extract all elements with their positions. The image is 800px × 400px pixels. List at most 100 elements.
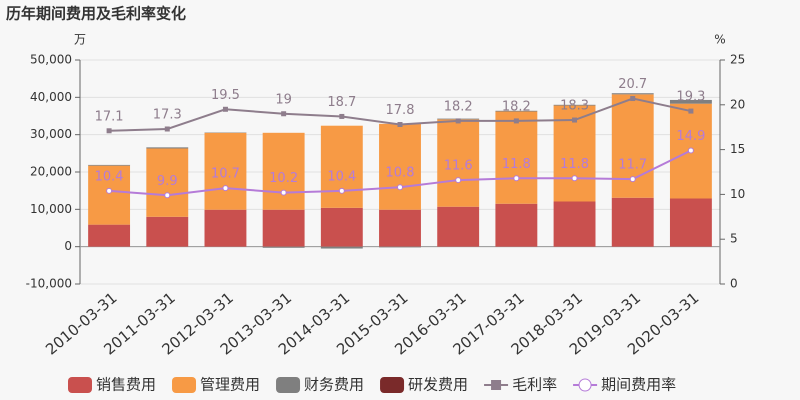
value-label: 18.2 bbox=[502, 99, 531, 114]
bar-segment bbox=[262, 209, 305, 247]
value-label: 17.3 bbox=[153, 107, 182, 122]
legend-swatch bbox=[276, 377, 301, 393]
point bbox=[572, 117, 578, 123]
bar-segment bbox=[146, 216, 189, 247]
value-label: 10.8 bbox=[386, 166, 415, 181]
legend-swatch bbox=[68, 377, 92, 393]
y-tick-label: -10,000 bbox=[26, 277, 72, 291]
bar-segment bbox=[553, 201, 596, 247]
value-label: 11.6 bbox=[444, 159, 473, 174]
bar-segment bbox=[88, 224, 131, 247]
point bbox=[106, 128, 112, 134]
value-label: 18.3 bbox=[560, 99, 589, 114]
value-label: 17.8 bbox=[386, 103, 415, 118]
bar-segment bbox=[320, 207, 363, 247]
bar-segment bbox=[437, 206, 480, 247]
y-tick-label: 10,000 bbox=[30, 202, 72, 216]
point bbox=[338, 187, 345, 194]
y2-tick-label: 5 bbox=[730, 232, 738, 246]
bar-segment bbox=[379, 209, 421, 247]
value-label: 10.4 bbox=[327, 169, 356, 184]
point bbox=[164, 192, 171, 199]
point bbox=[339, 113, 345, 119]
point bbox=[397, 122, 403, 128]
point bbox=[687, 147, 694, 154]
value-label: 19.5 bbox=[211, 88, 240, 103]
bar-segment bbox=[204, 132, 247, 210]
y-axis-label: 万 bbox=[74, 33, 86, 47]
point bbox=[280, 189, 287, 196]
value-label: 14.9 bbox=[676, 129, 705, 144]
y-tick-label: 50,000 bbox=[30, 53, 72, 67]
bar-segment bbox=[146, 147, 189, 149]
y2-tick-label: 0 bbox=[730, 277, 738, 291]
value-label: 10.7 bbox=[211, 167, 240, 182]
legend-swatch bbox=[172, 377, 197, 393]
legend-label: 毛利率 bbox=[512, 376, 557, 394]
bar-segment bbox=[495, 110, 538, 112]
y-tick-label: 30,000 bbox=[30, 127, 72, 141]
value-label: 18.7 bbox=[327, 95, 356, 110]
bar-segment bbox=[669, 99, 712, 104]
point bbox=[281, 111, 287, 117]
bar-segment bbox=[611, 93, 654, 95]
bar-segment bbox=[669, 198, 712, 247]
value-label: 17.1 bbox=[95, 109, 124, 124]
bar-segment bbox=[611, 94, 654, 198]
point bbox=[630, 96, 636, 102]
bar-segment bbox=[204, 209, 247, 247]
y2-tick-label: 25 bbox=[730, 53, 745, 67]
value-label: 19 bbox=[275, 92, 292, 107]
legend-label: 研发费用 bbox=[408, 376, 468, 394]
bar-segment bbox=[437, 119, 480, 207]
point bbox=[455, 118, 461, 124]
point bbox=[513, 175, 520, 182]
y-tick-label: 20,000 bbox=[30, 165, 72, 179]
bar-segment bbox=[88, 165, 131, 225]
value-label: 11.8 bbox=[560, 157, 589, 172]
bar-segment bbox=[262, 246, 305, 248]
point bbox=[397, 184, 403, 191]
y-tick-label: 40,000 bbox=[30, 90, 72, 104]
bar-segment bbox=[379, 246, 421, 248]
legend-marker bbox=[578, 378, 592, 392]
legend-swatch bbox=[380, 377, 405, 393]
bar-segment bbox=[611, 197, 654, 247]
value-label: 18.2 bbox=[444, 99, 473, 114]
bar-segment bbox=[379, 123, 421, 210]
point bbox=[222, 185, 229, 192]
value-label: 11.8 bbox=[502, 157, 531, 172]
bar-segment bbox=[495, 203, 538, 247]
legend-label: 财务费用 bbox=[304, 376, 364, 394]
bar-segment bbox=[146, 148, 189, 217]
y2-tick-label: 15 bbox=[730, 142, 745, 156]
point bbox=[106, 187, 113, 194]
value-label: 10.4 bbox=[95, 169, 124, 184]
y2-tick-label: 10 bbox=[730, 187, 745, 201]
point bbox=[164, 126, 170, 132]
bar-segment bbox=[495, 111, 538, 204]
y2-axis-label: % bbox=[714, 33, 725, 47]
bar-segment bbox=[88, 164, 131, 166]
value-label: 20.7 bbox=[618, 77, 647, 92]
point bbox=[513, 118, 519, 124]
bar-segment bbox=[262, 132, 305, 210]
legend-label: 销售费用 bbox=[96, 376, 156, 394]
point bbox=[571, 175, 578, 182]
point bbox=[629, 176, 636, 183]
point bbox=[455, 177, 462, 184]
value-label: 19.3 bbox=[676, 90, 705, 105]
legend-label: 管理费用 bbox=[200, 376, 260, 394]
value-label: 9.9 bbox=[157, 174, 178, 189]
chart-title: 历年期间费用及毛利率变化 bbox=[6, 5, 186, 23]
bar-segment bbox=[553, 104, 596, 106]
bar-segment bbox=[320, 246, 363, 249]
legend-marker bbox=[491, 380, 502, 390]
y2-tick-label: 20 bbox=[730, 97, 745, 111]
bar-segment bbox=[320, 125, 363, 208]
value-label: 10.2 bbox=[269, 171, 298, 186]
point bbox=[222, 106, 228, 112]
legend-label: 期间费用率 bbox=[601, 376, 676, 394]
point bbox=[688, 108, 694, 114]
